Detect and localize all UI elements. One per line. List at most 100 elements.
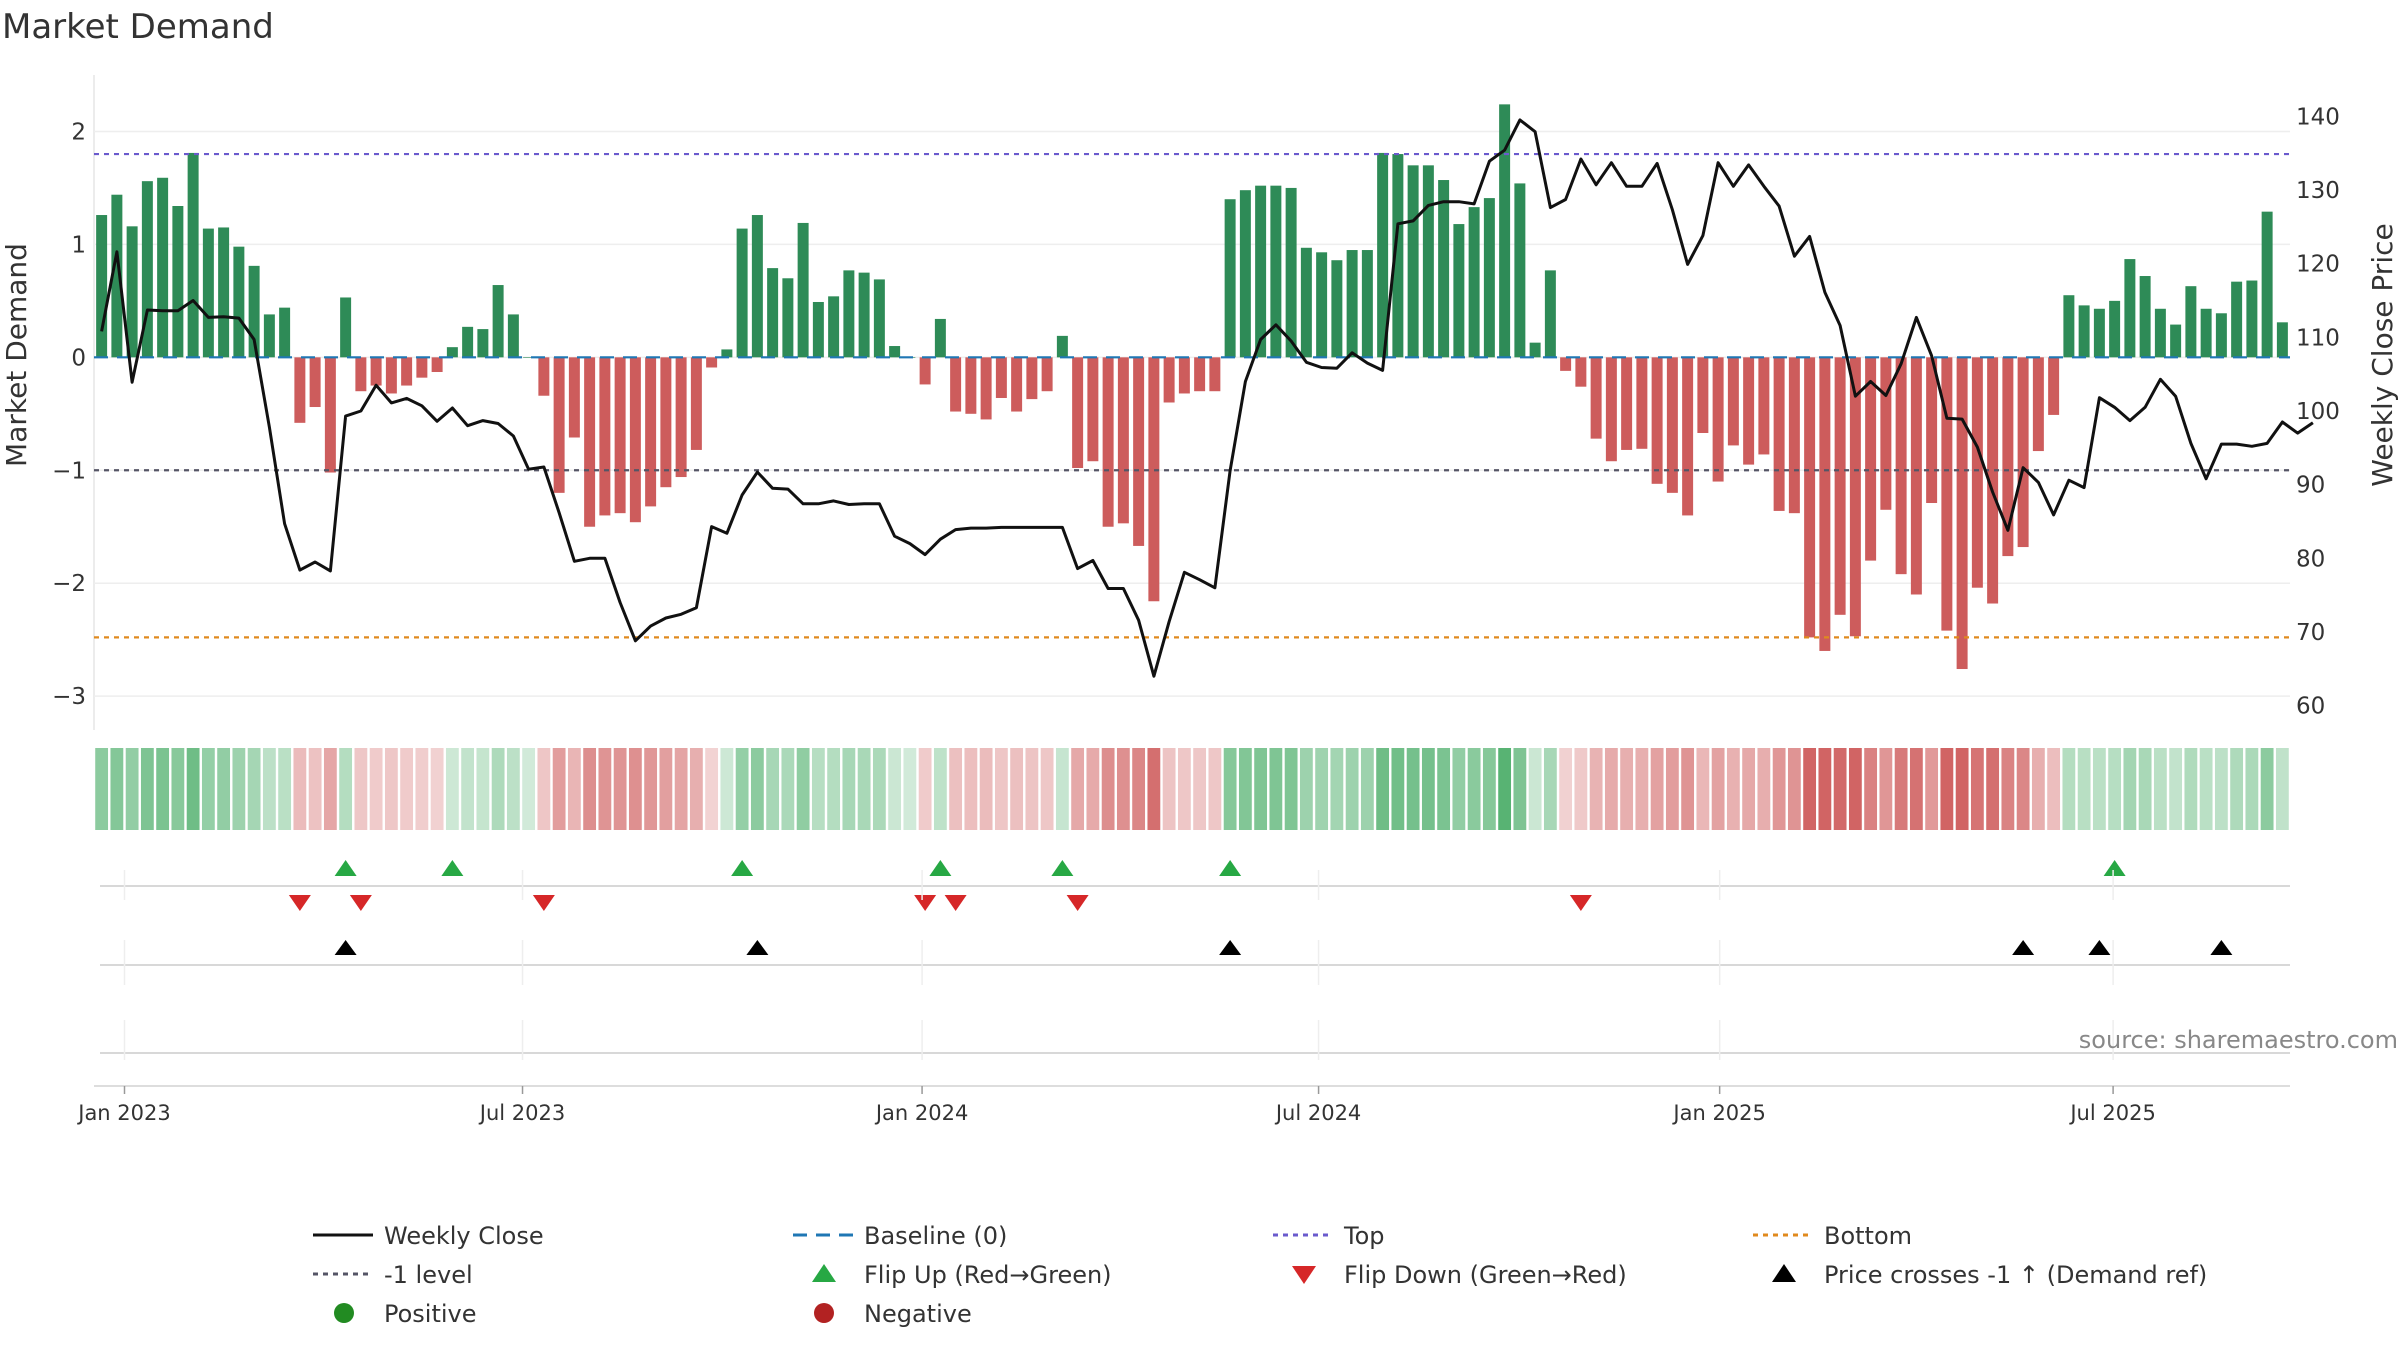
heat-strip-cell: [217, 748, 231, 830]
demand-bar: [1300, 247, 1312, 358]
heat-strip-cell: [1879, 748, 1893, 830]
x-tick-label: Jul 2025: [2068, 1101, 2155, 1125]
demand-bar: [401, 357, 413, 386]
chart-title: Market Demand: [2, 7, 274, 47]
demand-bars: [96, 104, 2288, 670]
heat-strip-cell: [1437, 748, 1451, 830]
heat-strip-cell: [445, 748, 459, 830]
heat-strip-cell: [293, 748, 307, 830]
demand-bar: [218, 227, 230, 358]
x-tick-label: Jan 2025: [1671, 1101, 1766, 1125]
heat-strip-cell: [1559, 748, 1573, 830]
heat-strip-cell: [1299, 748, 1313, 830]
demand-bar: [1544, 270, 1556, 358]
heat-strip-cell: [2031, 748, 2045, 830]
price-cross-marker: [746, 940, 769, 955]
heat-strip-cell: [278, 748, 292, 830]
demand-bar: [1727, 357, 1739, 446]
flip-up-marker: [1219, 860, 1242, 876]
heat-strip-cell: [811, 748, 825, 830]
demand-bar: [1163, 357, 1175, 403]
heat-strip-cell: [2001, 748, 2015, 830]
demand-bar: [1453, 224, 1465, 358]
legend-minus-one-label: -1 level: [384, 1261, 473, 1289]
heat-strip-cell: [415, 748, 429, 830]
heat-strip-cell: [1223, 748, 1237, 830]
heat-strip-cell: [2153, 748, 2167, 830]
demand-bar: [1743, 357, 1755, 465]
legend-negative-dot-icon: [814, 1303, 834, 1323]
demand-bar: [1422, 165, 1434, 358]
flip-down-marker: [1066, 895, 1089, 911]
source-credit: source: sharemaestro.com: [2079, 1026, 2398, 1054]
demand-bar: [172, 206, 184, 358]
demand-bar: [675, 357, 687, 478]
reference-lines: [94, 152, 2290, 639]
flip-up-marker: [2103, 860, 2126, 876]
heat-strip-cell: [888, 748, 902, 830]
demand-bar: [1514, 183, 1526, 358]
heat-strip-cell: [354, 748, 368, 830]
heat-strip-cell: [1742, 748, 1756, 830]
flip-down-marker: [1569, 895, 1592, 911]
heat-strip-cell: [766, 748, 780, 830]
heat-strip-cell: [156, 748, 170, 830]
heat-strip-cell: [186, 748, 200, 830]
demand-bar: [2215, 313, 2227, 358]
x-tick-label: Jul 2024: [1274, 1101, 1361, 1125]
heat-strip-cell: [918, 748, 932, 830]
demand-bar: [187, 152, 199, 358]
demand-bar: [1117, 357, 1129, 524]
price-cross-marker: [2088, 940, 2111, 955]
weekly-close-line: [100, 118, 2314, 678]
heat-strip-cell: [1726, 748, 1740, 830]
demand-bar: [1529, 342, 1541, 358]
demand-bar: [1666, 357, 1678, 493]
heat-strip-cell: [1665, 748, 1679, 830]
demand-bar: [1072, 357, 1084, 468]
demand-bar: [1483, 198, 1495, 358]
demand-bar: [2002, 357, 2014, 557]
demand-bar: [1971, 357, 1983, 588]
demand-bar: [462, 326, 474, 358]
heat-strip-cell: [1711, 748, 1725, 830]
demand-bar: [233, 246, 245, 358]
heat-strip-cell: [781, 748, 795, 830]
demand-bar: [111, 194, 123, 358]
y-tick-label-right: 100: [2296, 399, 2340, 425]
flip-down-marker: [914, 895, 937, 911]
heat-strip-cell: [1620, 748, 1634, 830]
legend-price-cross-label: Price crosses -1 ↑ (Demand ref): [1824, 1261, 2207, 1289]
demand-bar: [477, 329, 489, 358]
heat-strip-cell: [1330, 748, 1344, 830]
heat-strip-cell: [339, 748, 353, 830]
heat-strip-cell: [1696, 748, 1710, 830]
demand-bar: [1758, 357, 1770, 455]
demand-bar: [1133, 357, 1145, 546]
demand-bar: [599, 357, 611, 516]
y-tick-label-right: 110: [2296, 325, 2340, 351]
right-y-axis-ticks: 140 130 120 110 100 90 80 70 60: [2296, 104, 2340, 719]
demand-bar: [812, 301, 824, 358]
demand-bar: [980, 357, 992, 420]
y-tick-label-right: 60: [2296, 694, 2325, 720]
demand-bar: [2276, 322, 2288, 358]
flip-up-marker: [929, 860, 952, 876]
demand-bar: [1575, 357, 1587, 387]
flip-down-marker: [288, 895, 311, 911]
heat-strip-cell: [1116, 748, 1130, 830]
heat-strip-cell: [994, 748, 1008, 830]
demand-bar: [782, 278, 794, 358]
heat-strip-cell: [2108, 748, 2122, 830]
demand-bar: [1026, 357, 1038, 400]
heat-strip-cell: [1970, 748, 1984, 830]
heat-strip-cell: [1635, 748, 1649, 830]
demand-bar: [2048, 357, 2060, 415]
heat-strip-cell: [1528, 748, 1542, 830]
demand-bar: [355, 357, 367, 392]
demand-bar: [279, 307, 291, 358]
heat-strip-cell: [2169, 748, 2183, 830]
demand-bar: [1697, 357, 1709, 433]
heat-strip-cell: [476, 748, 490, 830]
